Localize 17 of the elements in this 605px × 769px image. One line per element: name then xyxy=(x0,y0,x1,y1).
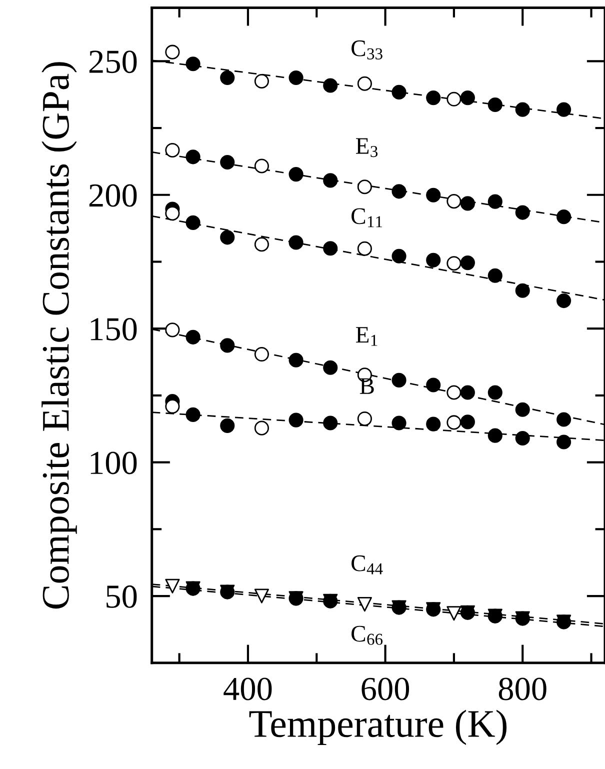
y-tick-label: 250 xyxy=(89,50,137,74)
x-axis-title: Temperature (K) xyxy=(249,710,507,746)
annotation: C$_{33}$ xyxy=(352,40,382,60)
y-tick-label: 50 xyxy=(106,585,137,608)
y-tick-label: 150 xyxy=(90,318,137,340)
x-tick-label: 600 xyxy=(362,678,410,700)
annotation: C$_{44}$ xyxy=(352,555,383,574)
annotation: E$_{1}$ xyxy=(356,327,378,346)
x-tick-label: 800 xyxy=(498,678,546,700)
y-tick-label: 100 xyxy=(90,452,137,474)
annotation: E$_{3}$ xyxy=(356,138,378,158)
y-tick-label: 200 xyxy=(89,184,137,207)
x-tick-label: 400 xyxy=(224,678,272,700)
y-axis-title: Composite Elastic Constants (GPa) xyxy=(42,62,77,609)
annotation: C$_{11}$ xyxy=(352,208,382,228)
annotation: C$_{66}$ xyxy=(352,626,383,645)
annotation: B xyxy=(360,378,374,394)
